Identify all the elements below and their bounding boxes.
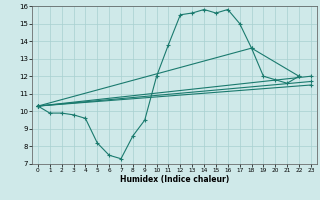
X-axis label: Humidex (Indice chaleur): Humidex (Indice chaleur) (120, 175, 229, 184)
